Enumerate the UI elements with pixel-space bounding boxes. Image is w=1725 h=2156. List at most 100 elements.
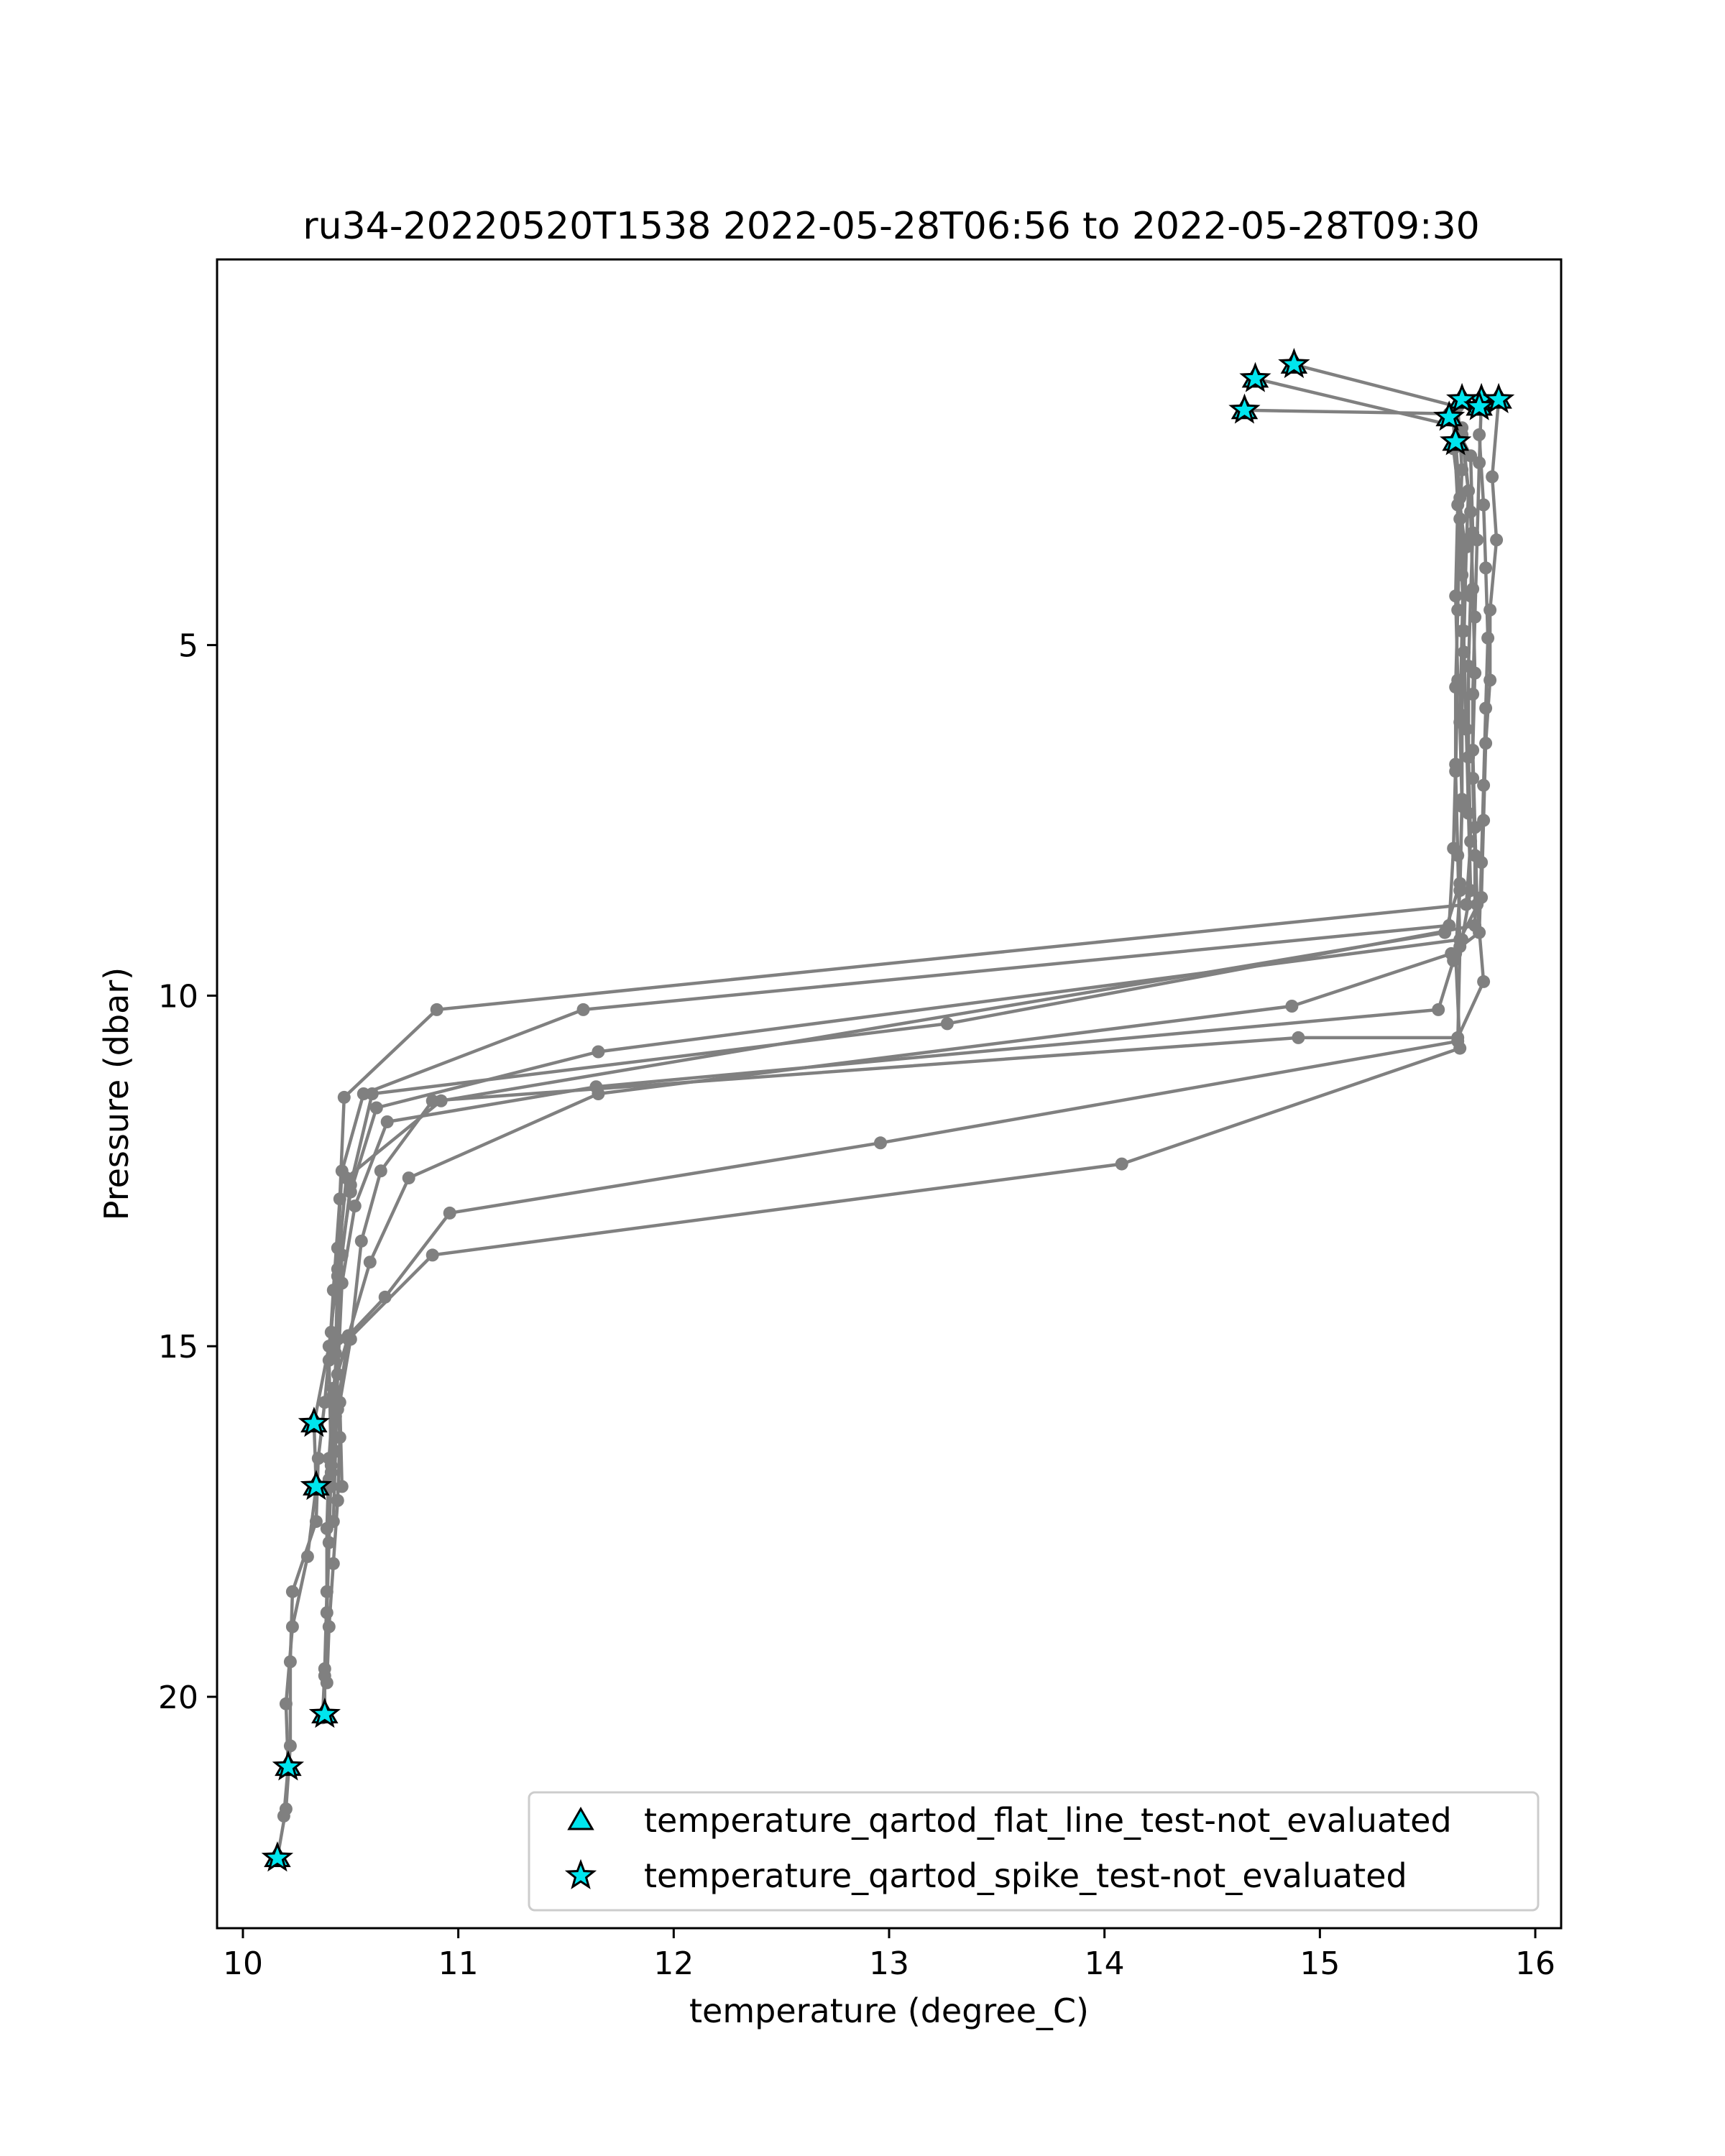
profile-point [277, 1809, 290, 1823]
x-axis: 10 11 12 13 14 15 16 [223, 1928, 1555, 1982]
profile-point [1285, 1000, 1299, 1013]
profile-point [285, 1585, 299, 1598]
x-tick-label: 13 [869, 1945, 909, 1982]
spike-flag-marker [1433, 400, 1466, 431]
profile-point [363, 1256, 377, 1269]
x-axis-label: temperature (degree_C) [689, 1991, 1089, 2030]
spike-flag-marker [308, 1697, 341, 1728]
series-layer [270, 358, 1506, 1865]
profile-point [1453, 884, 1467, 898]
spike-flag-marker [300, 1470, 332, 1501]
profile-point [326, 1381, 340, 1395]
profile-point [1475, 856, 1489, 869]
profile-point [1464, 505, 1478, 519]
legend-label-spike: temperature_qartod_spike_test-not_evalua… [644, 1856, 1407, 1895]
profile-point [1464, 884, 1478, 898]
profile-line-8 [338, 434, 1486, 1487]
profile-line-2 [282, 377, 1471, 1817]
profile-point [1468, 666, 1482, 680]
profile-point [333, 1192, 346, 1206]
y-tick-label: 5 [178, 628, 198, 665]
profile-point [380, 1115, 394, 1128]
profile-point [1471, 533, 1484, 547]
profile-point [300, 1549, 314, 1563]
legend: temperature_qartod_flat_line_test-not_ev… [528, 1791, 1540, 1912]
profile-point [1455, 625, 1469, 638]
profile-point [369, 1101, 383, 1115]
chart-title: ru34-20220520T1538 2022-05-28T06:56 to 2… [303, 205, 1479, 248]
profile-point [1486, 470, 1499, 484]
profile-point [1432, 1003, 1445, 1016]
profile-point [374, 1164, 387, 1178]
profile-point [1453, 715, 1467, 729]
spike-flag-marker [1228, 393, 1261, 424]
x-tick-label: 12 [653, 1945, 694, 1982]
spike-flag-marker [1482, 382, 1515, 413]
profile-point [328, 1409, 342, 1423]
profile-point [402, 1171, 415, 1185]
profile-point [335, 1480, 349, 1493]
profile-point [1466, 743, 1480, 757]
x-tick-label: 10 [223, 1945, 263, 1982]
profile-point [326, 1557, 340, 1570]
profile-point [348, 1199, 362, 1213]
profile-point [322, 1620, 336, 1634]
flag-layer [261, 348, 1515, 1872]
profile-point [1458, 533, 1471, 547]
profile-point [365, 1087, 379, 1100]
profile-point [1477, 778, 1491, 792]
spike-flag-marker [1278, 348, 1310, 379]
profile-point [318, 1662, 331, 1675]
x-tick-label: 14 [1085, 1945, 1125, 1982]
spike-flag-marker [298, 1406, 330, 1437]
profile-point [335, 1276, 349, 1290]
legend-star-icon [564, 1858, 597, 1889]
profile-point [1449, 946, 1463, 960]
profile-point [1451, 498, 1465, 512]
profile-point [1477, 975, 1491, 988]
profile-point [279, 1697, 293, 1710]
spike-flag-marker [1440, 425, 1472, 456]
profile-point [1455, 800, 1469, 813]
profile-point [1468, 821, 1482, 834]
profile-point [426, 1248, 439, 1262]
legend-box [528, 1791, 1540, 1912]
spike-flag-marker [272, 1750, 305, 1781]
x-tick-label: 11 [438, 1945, 479, 1982]
profile-point [1471, 898, 1484, 911]
profile-point [1449, 589, 1463, 603]
legend-triangle-icon [567, 1806, 594, 1830]
profile-point [874, 1136, 887, 1150]
profile-point [426, 1094, 439, 1107]
legend-star-marker [564, 1858, 597, 1889]
profile-point [1115, 1157, 1128, 1171]
profile-point [1490, 533, 1504, 547]
spike-flag-marker [1239, 361, 1271, 392]
y-tick-label: 20 [158, 1680, 198, 1716]
profile-point [940, 1017, 954, 1031]
y-tick-label: 15 [158, 1329, 198, 1365]
profile-point [326, 1515, 340, 1529]
profile-point [1481, 631, 1495, 645]
profile-point [354, 1234, 368, 1248]
spike-flag-marker [261, 1841, 294, 1872]
profile-point [344, 1185, 357, 1199]
x-tick-label: 15 [1300, 1945, 1340, 1982]
profile-point [1466, 582, 1480, 596]
x-tick-label: 16 [1515, 1945, 1555, 1982]
profile-point [1479, 701, 1493, 715]
spike-flag-marker [1446, 382, 1478, 413]
legend-triangle-marker [567, 1806, 594, 1830]
profile-point [341, 1332, 355, 1346]
profile-point [1464, 449, 1478, 463]
profile-point [318, 1396, 331, 1409]
profile-point [430, 1003, 443, 1016]
profile-point [592, 1045, 605, 1059]
spike-flag-marker [1463, 390, 1496, 420]
y-tick-label: 10 [158, 978, 198, 1015]
profile-point [1473, 428, 1486, 441]
profile-point [1479, 561, 1493, 575]
profile-point [443, 1206, 456, 1220]
profile-point [337, 1090, 351, 1104]
